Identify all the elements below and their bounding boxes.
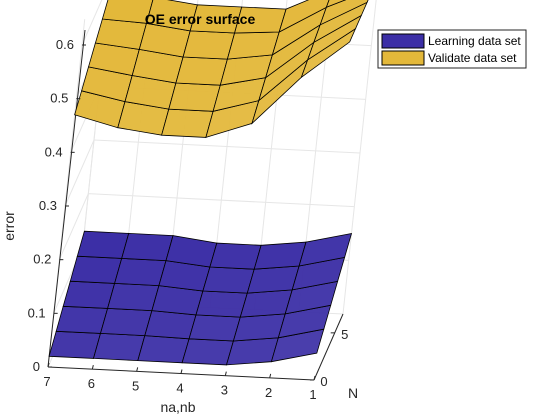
x-tick-mark bbox=[47, 362, 50, 368]
x-tick-label: 2 bbox=[265, 385, 272, 400]
legend-swatch-learning bbox=[381, 33, 425, 49]
learning-surface-patch bbox=[121, 232, 174, 262]
validate-surface-patch bbox=[182, 30, 236, 60]
z-axis-label: error bbox=[1, 211, 17, 241]
z-tick-label: 0.4 bbox=[45, 144, 63, 159]
x-tick-mark bbox=[136, 367, 139, 372]
validate-surface-patch bbox=[278, 0, 330, 33]
y-axis-label: N bbox=[348, 385, 358, 401]
validate-surface-patch bbox=[319, 0, 369, 26]
validate-surface-patch bbox=[325, 0, 347, 8]
x-tick-label: 1 bbox=[309, 387, 316, 402]
learning-surface-patch bbox=[188, 314, 241, 342]
x-tick-mark bbox=[224, 371, 227, 376]
learning-surface-patch bbox=[69, 255, 123, 284]
y-tick-label: 0 bbox=[320, 374, 327, 389]
validate-surface-patch bbox=[101, 0, 154, 24]
learning-surface-patch bbox=[48, 330, 102, 359]
x-tick-label: 3 bbox=[221, 383, 228, 398]
learning-surface-patch bbox=[144, 310, 197, 340]
z-tick-label: 0.1 bbox=[28, 305, 46, 320]
learning-surface-patch bbox=[202, 266, 255, 294]
learning-surface-patch bbox=[246, 265, 300, 294]
x-axis-label: na,nb bbox=[160, 399, 195, 415]
learning-surface-patch bbox=[107, 282, 160, 312]
z-tick-label: 0.2 bbox=[33, 252, 51, 267]
learning-surface-patch bbox=[55, 305, 109, 334]
chart-title: OE error surface bbox=[145, 11, 256, 27]
learning-surface-patch bbox=[114, 257, 167, 287]
y-axis-line bbox=[313, 313, 344, 381]
z-tick-label: 0.6 bbox=[56, 37, 74, 52]
learning-surface-patch bbox=[253, 241, 307, 270]
y-tick-labels: 05 bbox=[310, 327, 348, 389]
z-tick-labels: 0 0.1 0.2 0.3 0.4 0.5 0.6 bbox=[28, 37, 86, 374]
x-tick-label: 5 bbox=[132, 378, 139, 393]
learning-surface-patch bbox=[298, 232, 353, 267]
grid-line-z bbox=[81, 0, 103, 46]
x-tick-mark bbox=[91, 365, 94, 370]
validate-data-surface bbox=[74, 0, 369, 138]
z-tick-label: 0.5 bbox=[50, 91, 68, 106]
x-tick-label: 4 bbox=[176, 381, 183, 396]
learning-surface-patch bbox=[239, 289, 293, 318]
legend-label-validate: Validate data set bbox=[428, 51, 517, 65]
validate-surface-patch bbox=[175, 56, 228, 86]
learning-data-surface bbox=[48, 230, 353, 366]
learning-surface-patch bbox=[99, 307, 153, 337]
validate-surface-patch bbox=[161, 108, 214, 138]
legend-swatch-validate bbox=[381, 50, 425, 66]
grid-line-x bbox=[342, 0, 377, 315]
x-tick-mark bbox=[269, 373, 272, 378]
learning-surface-patch bbox=[225, 337, 279, 366]
z-axis-line bbox=[47, 29, 86, 368]
learning-surface-patch bbox=[76, 230, 130, 259]
learning-surface-patch bbox=[232, 313, 286, 342]
learning-surface-patch bbox=[209, 242, 262, 270]
x-tick-mark bbox=[180, 369, 183, 374]
x-tick-label: 6 bbox=[88, 376, 95, 391]
x-tick-labels: 7 6 5 4 3 2 1 bbox=[43, 362, 317, 402]
legend-label-learning: Learning data set bbox=[428, 34, 521, 48]
y-tick-label: 5 bbox=[341, 327, 348, 342]
legend: Learning data set Validate data set bbox=[377, 29, 527, 69]
z-tick-label: 0.3 bbox=[39, 198, 57, 213]
x-tick-mark bbox=[313, 375, 316, 381]
learning-surface-patch bbox=[137, 335, 190, 364]
learning-surface-patch bbox=[92, 332, 146, 362]
validate-surface-patch bbox=[168, 82, 221, 112]
validate-surface-patch bbox=[226, 31, 280, 60]
x-tick-label: 7 bbox=[43, 374, 50, 389]
learning-surface-patch bbox=[195, 290, 248, 318]
learning-surface-patch bbox=[181, 338, 234, 366]
learning-surface-patch bbox=[62, 280, 116, 309]
z-tick-label: 0 bbox=[33, 359, 40, 374]
